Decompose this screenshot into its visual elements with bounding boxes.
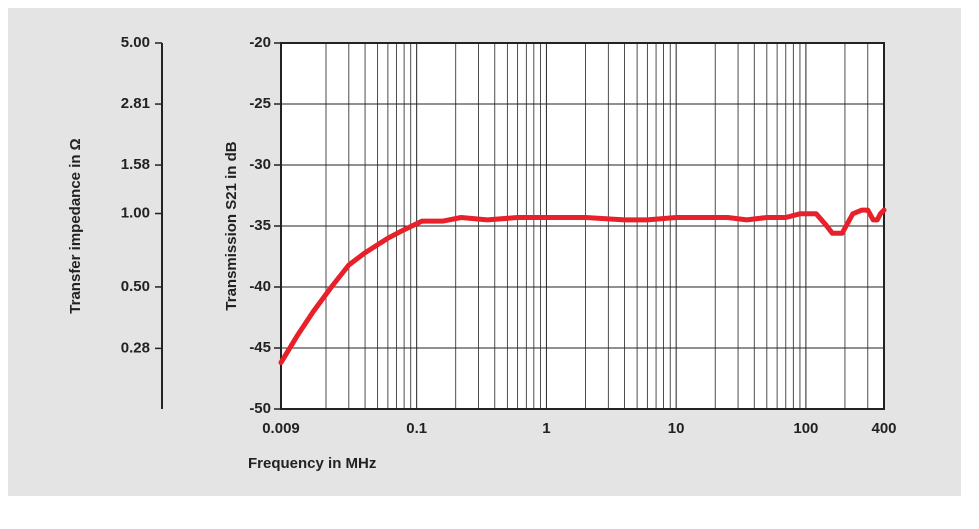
- y-tick-label: -35: [249, 217, 271, 234]
- y2-tick-label: 5.00: [121, 34, 150, 51]
- x-tick-label: 0.009: [262, 420, 300, 437]
- x-tick-label: 0.1: [406, 420, 427, 437]
- plot-frame: [280, 42, 885, 410]
- y-tick-label: -30: [249, 156, 271, 173]
- y2-tick-label: 0.28: [121, 339, 150, 356]
- y2-tick-label: 1.00: [121, 204, 150, 221]
- x-axis-label: Frequency in MHz: [248, 455, 376, 472]
- x-tick-label: 400: [871, 420, 896, 437]
- x-tick-label: 100: [793, 420, 818, 437]
- y2-axis-label: Transfer impedance in Ω: [67, 138, 84, 313]
- y2-tick-label: 1.58: [121, 156, 150, 173]
- x-tick-label: 10: [668, 420, 685, 437]
- y-tick-label: -50: [249, 400, 271, 417]
- y-tick-label: -20: [249, 34, 271, 51]
- data-line: [278, 207, 887, 366]
- y-tick-label: -45: [249, 339, 271, 356]
- y-axis-label: Transmission S21 in dB: [223, 141, 240, 310]
- y2-tick-label: 0.50: [121, 278, 150, 295]
- y-tick-label: -40: [249, 278, 271, 295]
- y-tick-label: -25: [249, 95, 271, 112]
- x-tick-label: 1: [542, 420, 550, 437]
- y2-tick-label: 2.81: [121, 95, 150, 112]
